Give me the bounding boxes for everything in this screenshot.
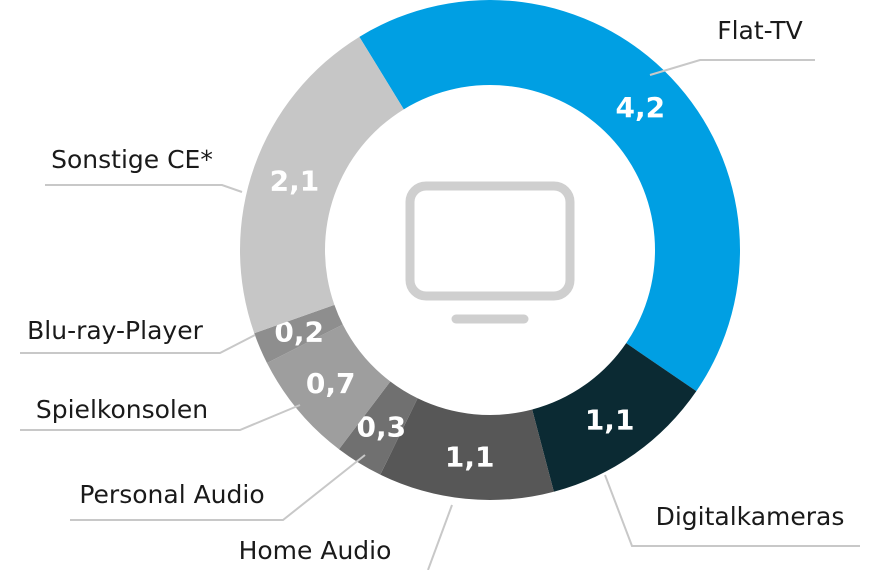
- donut-slice: [359, 0, 741, 392]
- value-label: 1,1: [585, 404, 635, 437]
- donut-slice: [380, 398, 554, 501]
- value-label: 1,1: [445, 441, 495, 474]
- category-label: Spielkonsolen: [36, 395, 208, 424]
- leader-line: [70, 454, 366, 521]
- tv-icon: [405, 181, 575, 324]
- value-label: 0,3: [356, 411, 406, 444]
- leader-line: [20, 404, 301, 431]
- category-label: Digitalkameras: [656, 502, 845, 531]
- donut-slice: [338, 381, 418, 475]
- category-label: Personal Audio: [79, 480, 264, 509]
- value-label: 0,7: [306, 367, 356, 400]
- value-label: 4,2: [616, 91, 666, 124]
- leader-line: [649, 59, 815, 76]
- donut-slice: [254, 304, 343, 363]
- category-label: Flat-TV: [717, 16, 803, 45]
- donut-slice: [266, 324, 391, 450]
- leader-line: [604, 474, 860, 547]
- category-label: Blu-ray-Player: [27, 316, 203, 345]
- donut-slice: [239, 36, 404, 334]
- category-label: Home Audio: [239, 536, 392, 565]
- donut-slice: [532, 343, 697, 492]
- leader-line: [45, 184, 243, 193]
- leader-line: [427, 504, 453, 570]
- category-label: Sonstige CE*: [51, 145, 213, 174]
- leader-line: [20, 334, 256, 354]
- value-label: 2,1: [270, 165, 320, 198]
